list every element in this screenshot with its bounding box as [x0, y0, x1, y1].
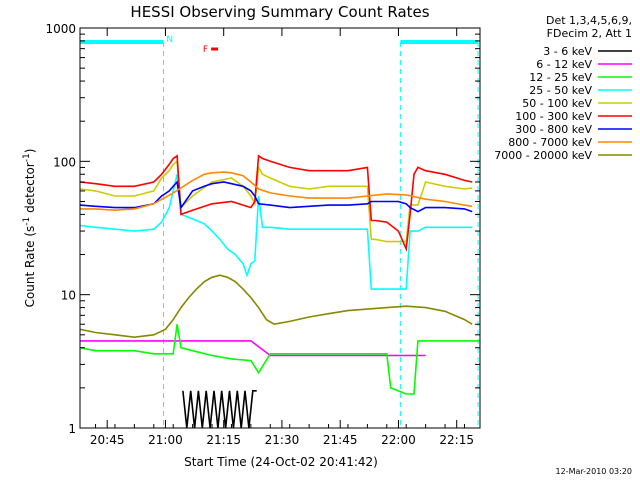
legend-label-7: 800 - 7000 keV	[508, 136, 592, 149]
series-line-3	[79, 174, 473, 290]
series-line-7	[80, 171, 473, 212]
series-line-5	[79, 154, 473, 253]
y-axis-label: Count Rate (s-1 detector-1)	[22, 149, 37, 308]
plot-area: NF	[79, 35, 480, 429]
y-axis: 1 10 100 1000	[45, 22, 480, 436]
y-tick-label-3: 1000	[45, 22, 76, 36]
legend-label-2: 12 - 25 keV	[529, 71, 592, 84]
series-line-8	[79, 274, 473, 339]
x-tick-label-6: 22:15	[439, 433, 474, 447]
legend-label-4: 50 - 100 keV	[522, 97, 592, 110]
series-line-2	[79, 324, 480, 395]
timestamp: 12-Mar-2010 03:20	[556, 467, 633, 476]
plot-frame	[79, 27, 481, 429]
y-axis-label-end: )	[23, 149, 37, 154]
x-tick-label-3: 21:30	[265, 433, 300, 447]
x-axis: 20:45 21:00 21:15 21:30 21:45 22:00 22:15	[90, 28, 474, 447]
flag-label-F: F	[203, 45, 208, 55]
legend-header-line-1: Det 1,3,4,5,6,9,	[546, 14, 632, 27]
legend: Det 1,3,4,5,6,9, FDecim 2, Att 1 3 - 6 k…	[494, 14, 632, 162]
x-tick-label-2: 21:15	[206, 433, 241, 447]
y-tick-label-2: 100	[53, 155, 76, 169]
y-axis-label-mid: detector	[23, 162, 37, 217]
legend-label-5: 100 - 300 keV	[515, 110, 592, 123]
legend-label-8: 7000 - 20000 keV	[494, 149, 592, 162]
series-line-4	[79, 159, 473, 243]
series-line-6	[79, 180, 473, 213]
chart-title: HESSI Observing Summary Count Rates	[130, 3, 429, 21]
y-axis-label-sup1: -1	[22, 217, 32, 226]
y-axis-label-main: Count Rate (s	[23, 226, 37, 308]
legend-header-line-2: FDecim 2, Att 1	[547, 27, 632, 40]
x-tick-label-4: 21:45	[323, 433, 358, 447]
legend-label-3: 25 - 50 keV	[529, 84, 592, 97]
x-axis-label: Start Time (24-Oct-02 20:41:42)	[184, 455, 378, 469]
series-line-0	[182, 389, 257, 429]
legend-label-0: 3 - 6 keV	[543, 45, 592, 58]
flag-label-N: N	[166, 35, 173, 45]
y-tick-label-1: 10	[61, 289, 76, 303]
x-tick-label-5: 22:00	[381, 433, 416, 447]
y-tick-label-0: 1	[68, 422, 76, 436]
legend-label-6: 300 - 800 keV	[515, 123, 592, 136]
y-axis-label-sup2: -1	[22, 153, 32, 162]
legend-label-1: 6 - 12 keV	[536, 58, 592, 71]
x-tick-label-1: 21:00	[148, 433, 183, 447]
x-tick-label-0: 20:45	[90, 433, 125, 447]
series-line-1	[80, 340, 426, 357]
